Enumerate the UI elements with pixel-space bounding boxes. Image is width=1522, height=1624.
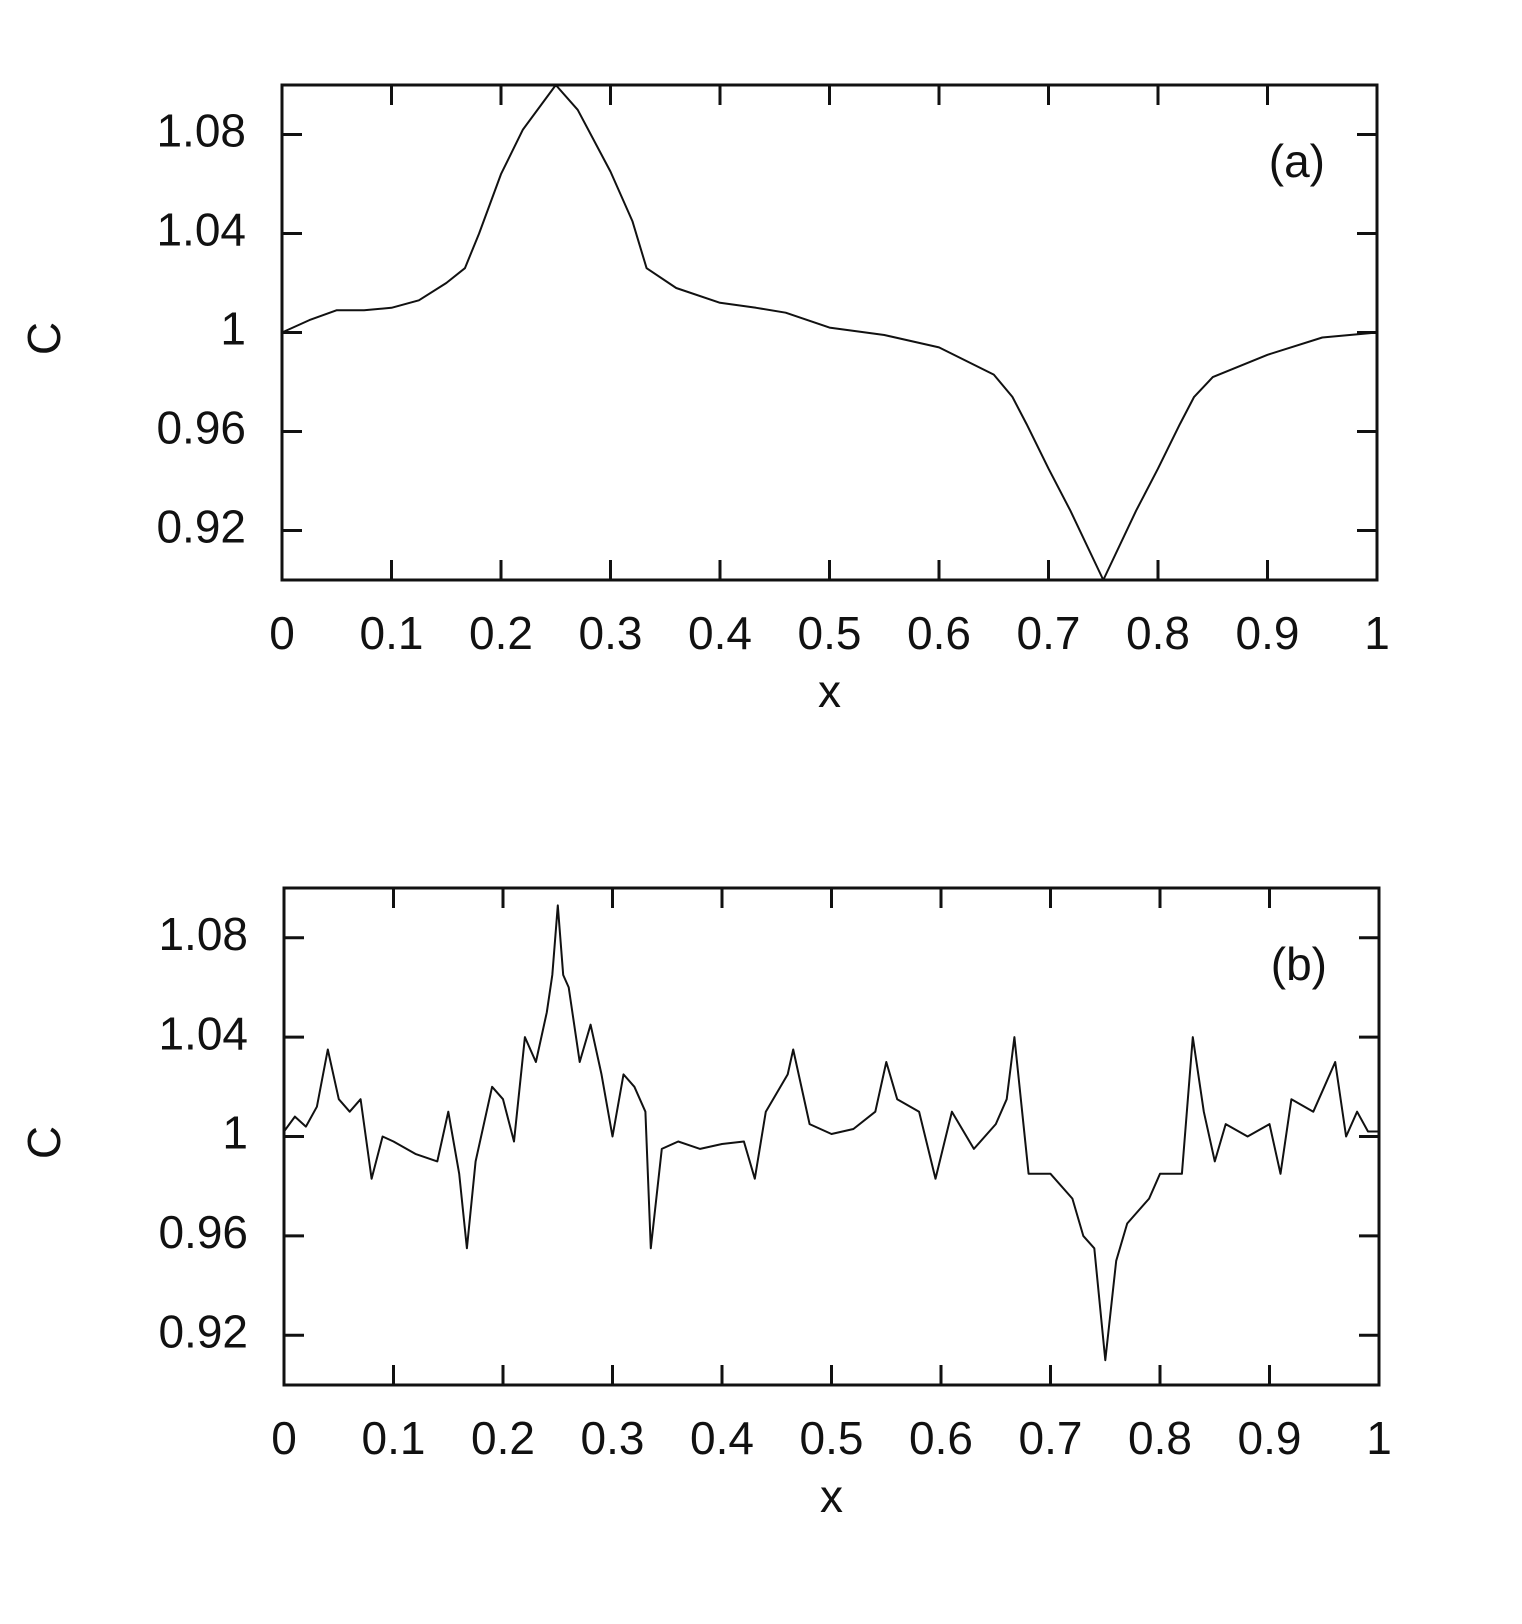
- y-tick-label: 1: [222, 1107, 248, 1159]
- x-tick-label: 0.1: [362, 1412, 426, 1464]
- panel-label: (a): [1269, 135, 1325, 187]
- x-tick-label: 0.8: [1128, 1412, 1192, 1464]
- x-tick-label: 0.8: [1126, 607, 1190, 659]
- y-tick-label: 1.04: [156, 204, 246, 256]
- y-tick-label: 1.08: [158, 908, 248, 960]
- x-tick-label: 0.7: [1017, 607, 1081, 659]
- x-tick-label: 0.1: [360, 607, 424, 659]
- data-line: [283, 904, 1379, 1362]
- y-tick-label: 0.92: [158, 1305, 248, 1357]
- plot-frame: [282, 886, 1381, 1387]
- x-tick-label: 0.9: [1236, 607, 1300, 659]
- x-tick-label: 0.5: [800, 1412, 864, 1464]
- x-tick-label: 0.4: [690, 1412, 754, 1464]
- x-tick-label: 0.6: [909, 1412, 973, 1464]
- y-tick-label: 0.96: [156, 402, 246, 454]
- x-tick-label: 0.5: [798, 607, 862, 659]
- x-tick-label: 1: [1366, 1412, 1392, 1464]
- y-axis-label: C: [18, 1126, 70, 1159]
- x-tick-label: 0.9: [1238, 1412, 1302, 1464]
- data-line: [281, 84, 1378, 581]
- x-tick-label: 0: [271, 1412, 297, 1464]
- x-axis-label: x: [818, 665, 841, 717]
- y-tick-label: 1.04: [158, 1007, 248, 1059]
- plot-frame: [280, 83, 1379, 582]
- panel-label: (b): [1271, 938, 1327, 990]
- y-tick-label: 1.08: [156, 105, 246, 157]
- x-tick-label: 0.3: [581, 1412, 645, 1464]
- x-tick-label: 0: [269, 607, 295, 659]
- y-axis-label: C: [18, 322, 70, 355]
- y-tick-label: 0.92: [156, 501, 246, 553]
- x-tick-label: 0.3: [579, 607, 643, 659]
- y-tick-label: 1: [220, 303, 246, 355]
- x-tick-label: 0.2: [471, 1412, 535, 1464]
- y-tick-label: 0.96: [158, 1206, 248, 1258]
- x-tick-label: 0.2: [469, 607, 533, 659]
- panel: 0 0.1 0.2 0.3 0.4 0.5 0.6 0.7 0.8 0.9 1 0.92 0.96 1 1.…: [18, 83, 1390, 717]
- x-tick-label: 0.7: [1019, 1412, 1083, 1464]
- x-axis-label: x: [820, 1470, 843, 1522]
- panel: 0 0.1 0.2 0.3 0.4 0.5 0.6 0.7 0.8 0.9 1 0.92 0.96 1 1.…: [18, 886, 1392, 1522]
- x-tick-label: 0.4: [688, 607, 752, 659]
- x-tick-label: 0.6: [907, 607, 971, 659]
- x-tick-label: 1: [1364, 607, 1390, 659]
